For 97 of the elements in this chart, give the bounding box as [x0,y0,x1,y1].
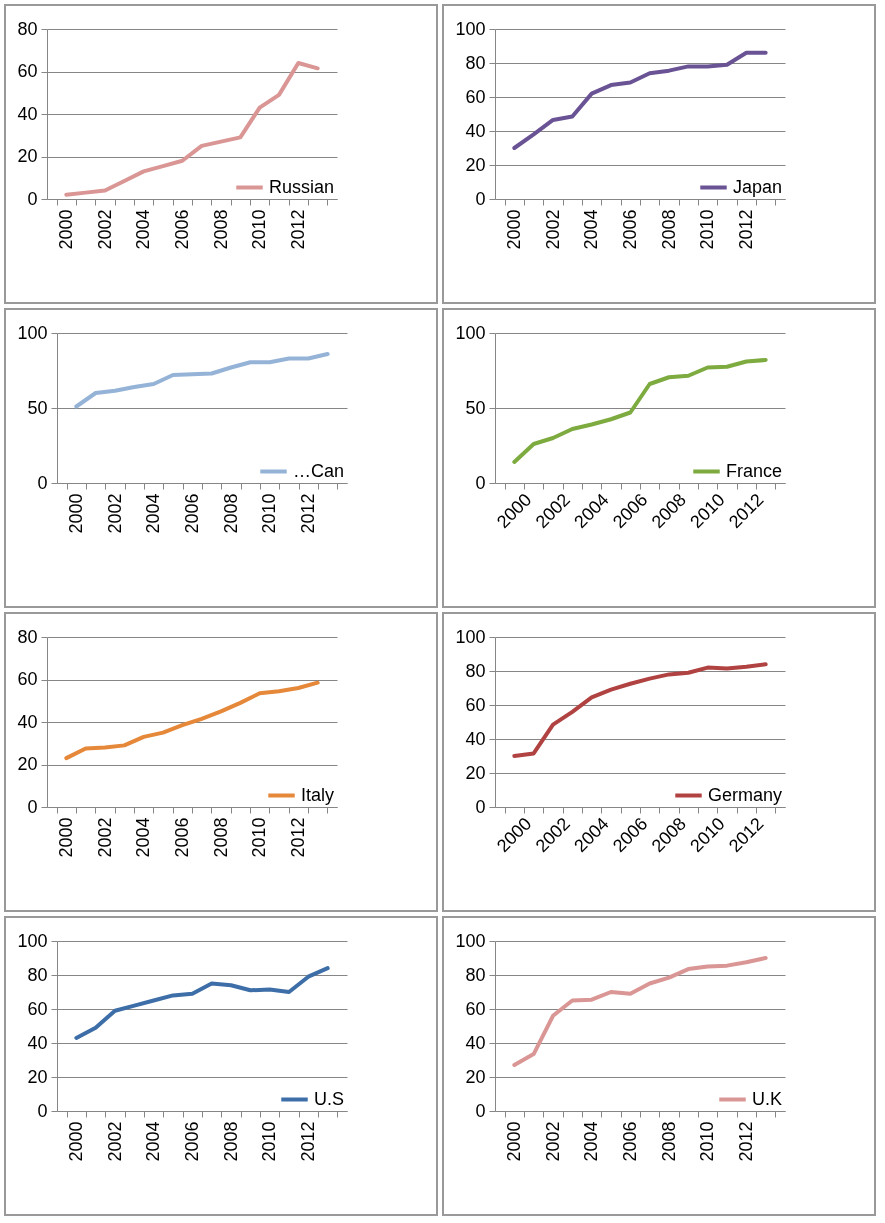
x-tick-label: 2004 [133,209,154,250]
line-series [512,358,768,464]
y-tick-label: 100 [455,626,486,647]
y-tick-label: 60 [465,694,486,715]
y-tick-label: 80 [465,660,486,681]
y-tick-label: 40 [465,120,486,141]
y-tick-label: 40 [17,711,38,732]
x-tick-label: 2010 [697,1121,718,1162]
legend-label: Japan [733,176,783,197]
y-tick-label: 60 [17,669,38,689]
x-tick-label: 2006 [619,209,640,250]
x-tick-label: 2008 [658,1121,679,1162]
y-tick-label: 100 [455,322,486,343]
y-tick-label: 60 [465,86,486,107]
y-tick-label: 50 [465,397,486,418]
y-tick-label: 50 [27,397,48,418]
y-tick-label: 40 [27,1032,48,1053]
x-tick-label: 2006 [181,1121,202,1162]
legend-label: France [726,460,783,481]
line-series [512,50,768,150]
x-tick-label: 2012 [297,493,318,534]
x-tick-label: 2012 [287,817,308,858]
y-tick-label: 0 [475,796,486,817]
y-tick-label: 80 [465,52,486,73]
y-tick-label: 60 [465,998,486,1019]
y-tick-label: 20 [465,154,486,175]
x-tick-label: 2008 [220,1121,241,1162]
x-tick-label: 2010 [697,209,718,250]
y-tick-label: 100 [455,18,486,39]
y-tick-label: 40 [465,1032,486,1053]
x-tick-label: 2002 [104,1121,125,1162]
x-tick-label: 2008 [220,493,241,534]
y-tick-label: 20 [465,762,486,783]
x-tick-label: 2008 [658,209,679,250]
x-tick-label: 2004 [581,209,602,250]
x-tick-label: 2006 [181,493,202,534]
x-tick-label: 2002 [104,493,125,534]
y-tick-label: 20 [27,1066,48,1087]
legend-label: …Can [293,460,345,481]
x-tick-label: 2000 [65,493,86,534]
legend-label: U.K [752,1088,783,1109]
x-tick-label: 2002 [94,817,115,858]
y-tick-label: 100 [455,930,486,951]
y-tick-label: 0 [27,188,38,209]
y-tick-label: 20 [17,754,38,774]
x-tick-label: 2006 [171,209,192,250]
x-tick-label: 2010 [249,209,270,250]
y-tick-label: 80 [17,626,38,647]
x-tick-label: 2000 [503,209,524,250]
x-tick-label: 2002 [542,1121,563,1162]
x-tick-label: 2010 [259,493,280,534]
x-tick-label: 2006 [171,817,192,858]
legend-label: U.S [314,1088,345,1109]
y-tick-label: 0 [37,472,48,493]
x-tick-label: 2012 [297,1121,318,1162]
x-tick-label: 2012 [287,209,308,250]
x-tick-label: 2000 [55,817,76,858]
y-tick-label: 60 [27,998,48,1019]
legend-label: Russian [269,176,335,197]
y-tick-label: 80 [465,964,486,985]
y-tick-label: 40 [17,103,38,124]
y-tick-label: 100 [17,930,48,951]
y-tick-label: 0 [475,1100,486,1121]
x-tick-label: 2000 [55,209,76,250]
y-tick-label: 20 [465,1066,486,1087]
x-tick-label: 2002 [94,209,115,250]
y-tick-label: 60 [17,61,38,81]
x-tick-label: 2006 [619,1121,640,1162]
y-tick-label: 40 [465,728,486,749]
y-tick-label: 100 [17,322,48,343]
x-tick-label: 2008 [210,209,231,250]
x-tick-label: 2010 [259,1121,280,1162]
y-tick-label: 0 [475,472,486,493]
x-tick-label: 2010 [249,817,270,858]
x-tick-label: 2004 [143,493,164,534]
line-series [512,662,768,758]
x-tick-label: 2004 [581,1121,602,1162]
x-tick-label: 2002 [542,209,563,250]
x-tick-label: 2000 [503,1121,524,1162]
x-tick-label: 2012 [735,209,756,250]
y-tick-label: 0 [27,796,38,817]
y-tick-label: 80 [17,18,38,39]
y-tick-label: 0 [475,188,486,209]
x-tick-label: 2000 [65,1121,86,1162]
y-tick-label: 80 [27,964,48,985]
line-series [64,680,320,761]
x-tick-label: 2012 [735,1121,756,1162]
x-tick-label: 2008 [210,817,231,858]
y-tick-label: 0 [37,1100,48,1121]
line-series [74,352,330,409]
y-tick-label: 20 [17,146,38,166]
line-series [512,956,768,1068]
x-tick-label: 2004 [143,1121,164,1162]
legend-label: Italy [301,784,335,805]
line-series [74,966,330,1040]
legend-label: Germany [708,784,783,805]
x-tick-label: 2004 [133,817,154,858]
